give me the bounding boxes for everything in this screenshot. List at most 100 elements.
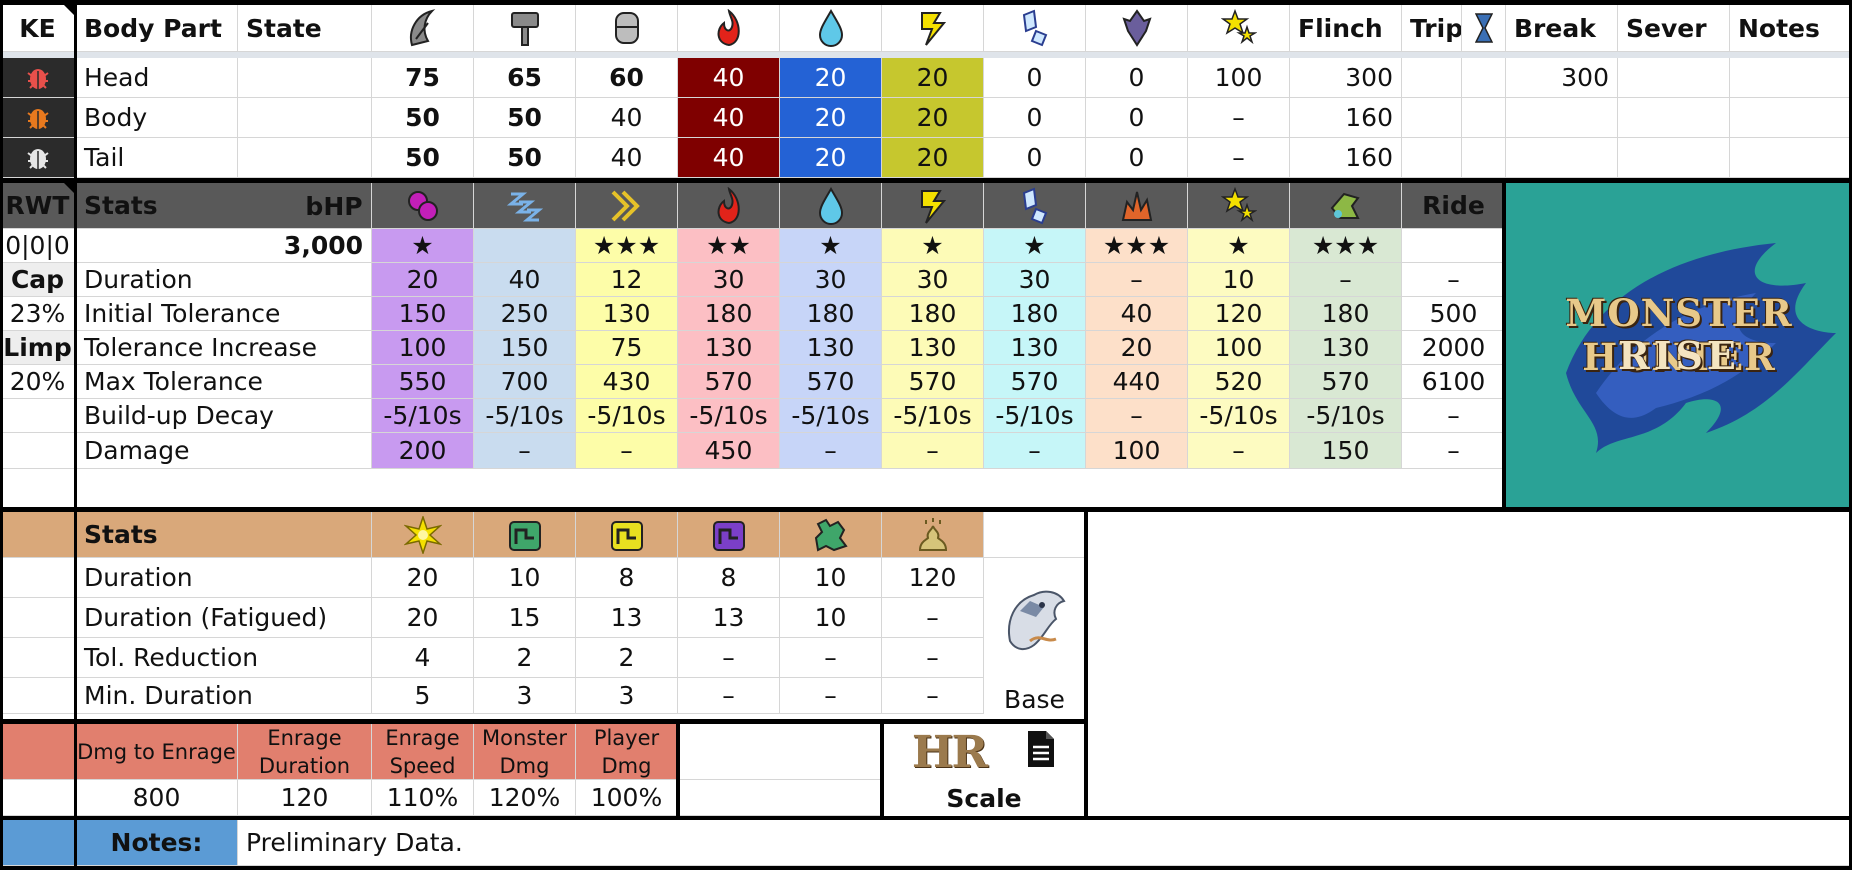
status-cell: 450 [678, 433, 780, 469]
fire-icon [678, 5, 780, 52]
status-row-label: Tolerance Increase [76, 331, 372, 365]
status-cell: 120 [1188, 297, 1290, 331]
hitzone-cell-thunder: 20 [882, 98, 984, 138]
status-cell: 40 [1086, 297, 1188, 331]
status-cell: – [1188, 433, 1290, 469]
status-cell: – [984, 433, 1086, 469]
status-stars: ★ [984, 229, 1086, 263]
pitfall-trap-icon [576, 512, 678, 558]
status-row-label: Build-up Decay [76, 399, 372, 433]
hitzone-cell-thunder: 20 [882, 138, 984, 178]
logo-subtitle: RISE [1618, 333, 1740, 378]
traps-cell: – [780, 638, 882, 678]
status-cell: 250 [474, 297, 576, 331]
hitzone-part-tail: Tail [76, 138, 238, 178]
traps-cell: 3 [576, 677, 678, 714]
hitzone-cell-fire: 40 [678, 98, 780, 138]
status-cell: 100 [372, 331, 474, 365]
status-stars: ★ [372, 229, 474, 263]
status-stars: ★★ [678, 229, 780, 263]
shot-icon [576, 5, 678, 52]
hitzone-cell-fire: 40 [678, 138, 780, 178]
poison-icon [372, 183, 474, 229]
hitzone-part-head: Head [76, 58, 238, 98]
rwt-header: RWT [0, 183, 76, 229]
status-cell: 130 [678, 331, 780, 365]
thunder-icon [882, 5, 984, 52]
status-stars: ★ [882, 229, 984, 263]
traps-cell: 15 [474, 598, 576, 638]
enrage-blank-header [678, 724, 882, 780]
status-cell: 430 [576, 365, 678, 399]
status-cell: 30 [882, 263, 984, 297]
game-logo: MONSTER HUNTER RISE [1506, 183, 1852, 507]
ice-blight-icon [984, 183, 1086, 229]
traps-cell: 20 [372, 598, 474, 638]
traps-cell: 2 [474, 638, 576, 678]
blast-icon [1086, 183, 1188, 229]
traps-cell: 3 [474, 677, 576, 714]
monster-portrait-icon [984, 558, 1086, 680]
hitzone-cell: 40 [576, 98, 678, 138]
enrage-blank-value [678, 780, 882, 816]
scale-label: Scale [946, 783, 1022, 813]
status-cell: – [780, 433, 882, 469]
break-header: Break [1506, 5, 1618, 52]
traps-corner [0, 512, 76, 558]
ride-header: Ride [1402, 183, 1506, 229]
hitzone-trip [1402, 98, 1462, 138]
paralysis-icon [576, 183, 678, 229]
status-cell: – [576, 433, 678, 469]
weakness-bug-icon [0, 138, 76, 178]
hitzone-cell: 65 [474, 58, 576, 98]
status-cell: 12 [576, 263, 678, 297]
traps-cell: 5 [372, 677, 474, 714]
hitzone-cell: 0 [984, 98, 1086, 138]
flash-bomb-icon [372, 512, 474, 558]
notes-corner [0, 820, 76, 866]
sever-icon [372, 5, 474, 52]
weakness-bug-icon [0, 58, 76, 98]
fire-blight-icon [678, 183, 780, 229]
traps-cell: – [882, 598, 984, 638]
traps-left-blank [0, 677, 76, 714]
hitzone-cell: – [1188, 138, 1290, 178]
document-icon[interactable] [1026, 729, 1056, 775]
enrage-speed-header: Enrage Speed [372, 724, 474, 780]
status-cell: 150 [1290, 433, 1402, 469]
ice-icon [984, 5, 1086, 52]
status-left-blank [0, 399, 76, 433]
traps-cell: 10 [474, 558, 576, 598]
enrage-duration-value: 120 [238, 780, 372, 816]
traps-row-label: Tol. Reduction [76, 638, 372, 678]
hitzone-state-head [238, 58, 372, 98]
status-cell: 130 [780, 331, 882, 365]
status-cell: 130 [984, 331, 1086, 365]
hitzone-cell: 75 [372, 58, 474, 98]
traps-left-blank [0, 638, 76, 678]
status-cell: -5/10s [474, 399, 576, 433]
status-cell: 100 [1188, 331, 1290, 365]
status-cell: 500 [1402, 297, 1506, 331]
status-stars [1402, 229, 1506, 263]
traps-cell: 13 [678, 598, 780, 638]
status-cell: 20 [372, 263, 474, 297]
status-stars [474, 229, 576, 263]
status-cell: 180 [1290, 297, 1402, 331]
notes-header: Notes [1730, 5, 1852, 52]
hitzone-break [1506, 138, 1618, 178]
status-cell: 130 [1290, 331, 1402, 365]
hitzone-notes [1730, 138, 1852, 178]
hitzone-cell: 0 [984, 58, 1086, 98]
status-cell: – [1086, 399, 1188, 433]
hitzone-cell: 60 [576, 58, 678, 98]
status-cell: – [1402, 399, 1506, 433]
status-cell: – [474, 433, 576, 469]
enrage-corner [0, 724, 76, 780]
traps-row-label: Duration [76, 558, 372, 598]
hitzone-trip [1402, 138, 1462, 178]
hitzone-cell: 0 [984, 138, 1086, 178]
traps-cell: 120 [882, 558, 984, 598]
weakness-bug-icon [0, 98, 76, 138]
body-part-header: Body Part [76, 5, 238, 52]
